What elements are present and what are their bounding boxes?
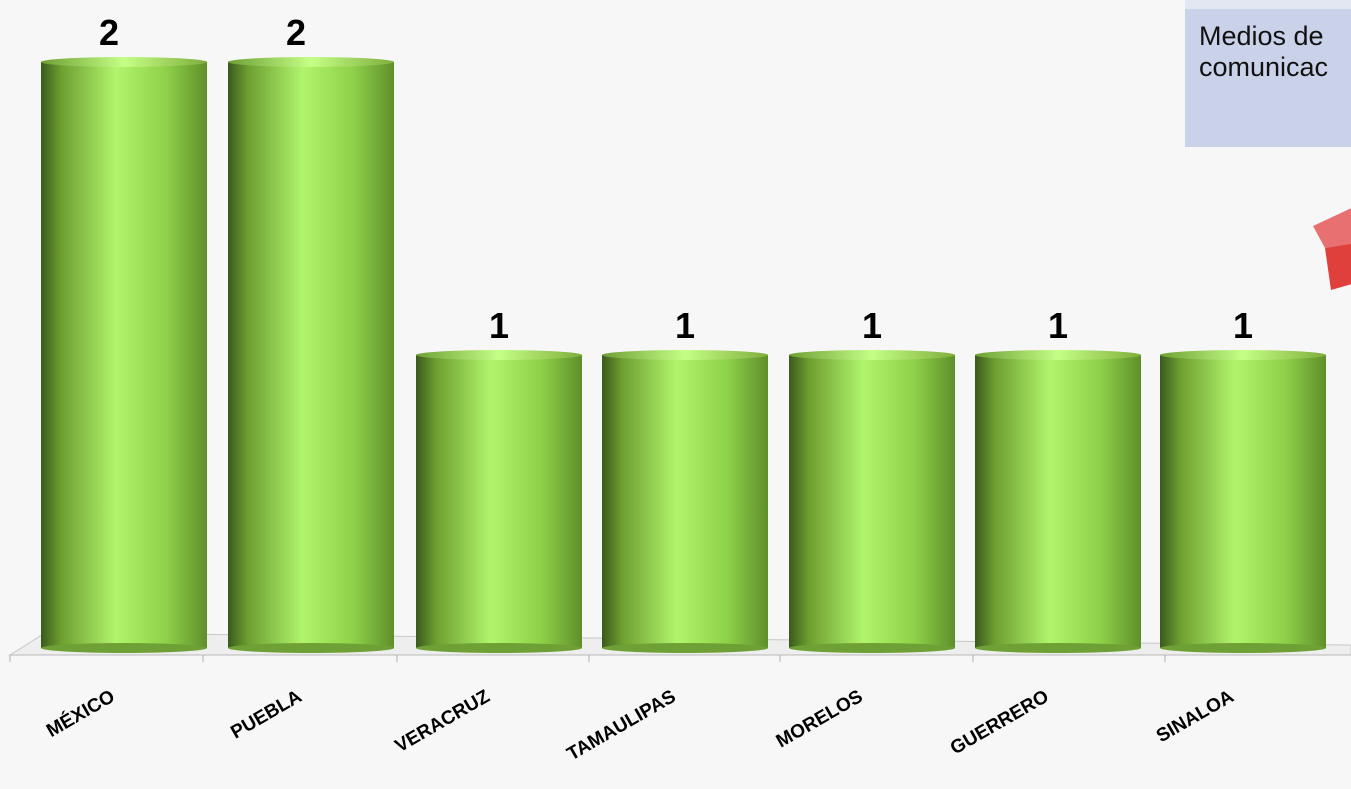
bar-base <box>1160 643 1326 653</box>
bar-méxico <box>41 57 207 653</box>
bar-veracruz <box>416 350 582 653</box>
bar-base <box>416 643 582 653</box>
bar-body <box>228 62 394 648</box>
x-tick-label: PUEBLA <box>227 686 305 743</box>
side-info-box: Medios de comunicac <box>1185 0 1351 147</box>
data-label: 2 <box>286 12 306 53</box>
bar-body <box>975 355 1141 648</box>
bar-puebla <box>228 57 394 653</box>
bar-base <box>41 643 207 653</box>
data-label: 1 <box>1233 305 1253 346</box>
data-label: 1 <box>862 305 882 346</box>
red-decorative-shape <box>1313 208 1351 290</box>
x-tick-label: VERACRUZ <box>392 686 494 757</box>
x-tick-label: GUERRERO <box>947 686 1053 759</box>
bar-top <box>41 57 207 67</box>
data-label: 2 <box>99 12 119 53</box>
bar-top <box>975 350 1141 360</box>
bar-top <box>1160 350 1326 360</box>
bar-body <box>602 355 768 648</box>
x-tick-label: MORELOS <box>773 686 867 752</box>
bar-body <box>41 62 207 648</box>
data-label: 1 <box>1048 305 1068 346</box>
bar-base <box>228 643 394 653</box>
bar-base <box>602 643 768 653</box>
bar-base <box>975 643 1141 653</box>
data-label: 1 <box>489 305 509 346</box>
bar-guerrero <box>975 350 1141 653</box>
bar-top <box>228 57 394 67</box>
bar-top <box>789 350 955 360</box>
bar-tamaulipas <box>602 350 768 653</box>
x-tick-label: SINALOA <box>1153 686 1238 747</box>
bar-base <box>789 643 955 653</box>
bar-top <box>416 350 582 360</box>
bar-sinaloa <box>1160 350 1326 653</box>
x-tick-label: TAMAULIPAS <box>564 686 680 765</box>
bar-body <box>416 355 582 648</box>
bar-body <box>789 355 955 648</box>
x-tick-label: MÉXICO <box>43 685 119 742</box>
data-label: 1 <box>675 305 695 346</box>
bar-top <box>602 350 768 360</box>
bar-body <box>1160 355 1326 648</box>
bar-morelos <box>789 350 955 653</box>
